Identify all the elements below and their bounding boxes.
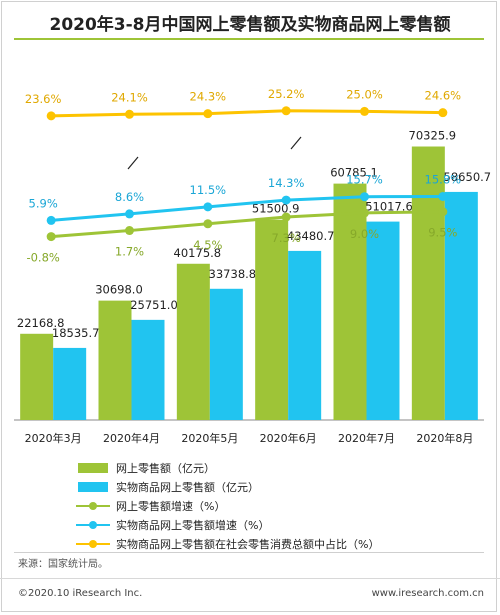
label-online-growth: 7.3% <box>272 231 301 245</box>
x-tick-label: 2020年8月 <box>416 431 473 445</box>
label-online-growth: 9.5% <box>428 226 457 240</box>
point-share <box>125 109 134 119</box>
point-online-growth <box>438 207 448 217</box>
bar-online-retail <box>98 300 132 420</box>
point-online-growth <box>46 232 56 242</box>
legend-line-swatch <box>76 518 110 532</box>
label-share: 24.6% <box>425 89 462 103</box>
chart-title: 2020年3-8月中国网上零售额及实物商品网上零售额 <box>49 15 451 35</box>
bar-online-retail-label: 30698.0 <box>95 283 143 297</box>
legend-bar-swatch <box>76 480 110 494</box>
point-share <box>360 106 369 116</box>
line-online-growth <box>51 210 443 239</box>
bar-physical-retail-label: 58650.7 <box>444 170 492 184</box>
point-physical-growth <box>438 191 448 201</box>
axis-break-mark <box>290 136 302 150</box>
axis-break-mark <box>127 156 139 170</box>
bar-online-retail <box>411 146 445 421</box>
label-physical-growth: 5.9% <box>29 196 58 210</box>
label-physical-growth: 11.5% <box>190 183 227 197</box>
bar-physical-retail-label: 43480.7 <box>287 229 335 243</box>
bar-physical-retail <box>444 191 478 420</box>
bar-online-retail-label: 70325.9 <box>409 129 457 143</box>
bar-online-retail-label: 60785.1 <box>330 166 378 180</box>
label-physical-growth: 8.6% <box>115 190 144 204</box>
point-physical-growth <box>281 195 291 205</box>
source-divider <box>14 552 484 553</box>
point-share <box>281 106 291 116</box>
bar-physical-retail <box>131 319 165 420</box>
footer-divider <box>0 578 500 579</box>
legend-bar-swatch <box>76 461 110 475</box>
website: www.iresearch.com.cn <box>371 588 484 599</box>
bar-online-retail-label: 51500.9 <box>252 202 300 216</box>
legend-item: 实物商品网上零售额增速（%） <box>76 515 496 534</box>
bar-physical-retail <box>209 288 243 420</box>
label-online-growth: 4.5% <box>193 238 222 252</box>
legend-item: 网上零售额增速（%） <box>76 496 496 515</box>
bar-online-retail-label: 40175.8 <box>174 246 222 260</box>
legend-label: 实物商品网上零售额增速（%） <box>116 518 270 532</box>
bar-online-retail <box>176 263 210 420</box>
source-note: 来源：国家统计局。 <box>18 559 108 570</box>
bar-online-retail <box>20 333 54 420</box>
label-share: 25.0% <box>346 87 383 101</box>
bar-physical-retail <box>53 347 87 420</box>
bar-physical-retail <box>366 221 400 420</box>
point-physical-growth <box>360 192 369 202</box>
legend-item: 网上零售额（亿元） <box>76 458 496 477</box>
legend-line-swatch <box>76 499 110 513</box>
point-online-growth <box>281 212 291 222</box>
legend-label: 实物商品网上零售额在社会零售消费总额中占比（%） <box>116 537 380 551</box>
title-underline <box>14 38 484 40</box>
bar-physical-retail <box>288 250 322 420</box>
label-share: 24.1% <box>111 90 148 104</box>
label-share: 24.3% <box>190 90 227 104</box>
legend-line-swatch <box>76 537 110 551</box>
x-tick-label: 2020年4月 <box>103 431 160 445</box>
bar-physical-retail-label: 33738.8 <box>209 267 257 281</box>
point-physical-growth <box>203 202 213 212</box>
bar-physical-retail-label: 25751.0 <box>130 298 178 312</box>
point-share <box>46 111 56 121</box>
point-physical-growth <box>46 215 56 225</box>
x-tick-label: 2020年7月 <box>338 431 395 445</box>
bar-online-retail-label: 22168.8 <box>17 316 65 330</box>
label-physical-growth: 15.7% <box>346 173 383 187</box>
bar-physical-retail-label: 51017.6 <box>365 200 413 214</box>
legend-label: 网上零售额（亿元） <box>116 461 215 475</box>
bar-online-retail <box>333 183 367 420</box>
label-online-growth: -0.8% <box>26 251 59 265</box>
line-physical-growth <box>51 194 443 222</box>
legend-item: 实物商品网上零售额（亿元） <box>76 477 496 496</box>
label-share: 23.6% <box>25 92 62 106</box>
legend-label: 网上零售额增速（%） <box>116 499 226 513</box>
x-tick-label: 2020年3月 <box>25 431 82 445</box>
label-physical-growth: 15.8% <box>425 172 462 186</box>
point-physical-growth <box>125 209 134 219</box>
bar-physical-retail-label: 18535.7 <box>52 326 100 340</box>
copyright: ©2020.10 iResearch Inc. <box>18 588 143 599</box>
point-online-growth <box>203 219 213 229</box>
x-tick-label: 2020年6月 <box>260 431 317 445</box>
label-share: 25.2% <box>268 87 305 101</box>
point-online-growth <box>125 226 134 236</box>
label-physical-growth: 14.3% <box>268 176 305 190</box>
point-online-growth <box>360 208 369 218</box>
label-online-growth: 1.7% <box>115 245 144 259</box>
point-share <box>438 108 448 118</box>
x-tick-label: 2020年5月 <box>181 431 238 445</box>
bar-online-retail <box>255 219 289 420</box>
legend-label: 实物商品网上零售额（亿元） <box>116 480 259 494</box>
label-online-growth: 9.0% <box>350 227 379 241</box>
line-share <box>51 109 443 118</box>
point-share <box>203 109 213 119</box>
legend: 网上零售额（亿元） 实物商品网上零售额（亿元） 网上零售额增速（%） 实物商品网上零售… <box>76 458 496 553</box>
legend-item: 实物商品网上零售额在社会零售消费总额中占比（%） <box>76 534 496 553</box>
